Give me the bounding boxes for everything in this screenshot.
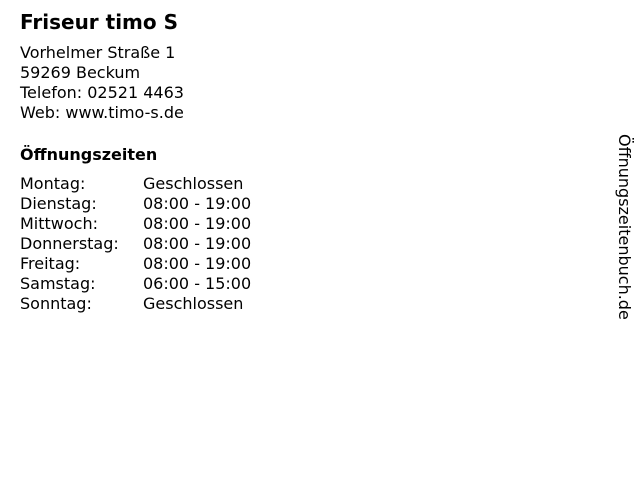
watermark: Öffnungszeitenbuch.de — [615, 134, 634, 320]
day: Montag: — [20, 174, 86, 193]
hours-row: Montag: Geschlossen — [20, 174, 320, 194]
hours-heading: Öffnungszeiten — [20, 145, 158, 164]
day: Sonntag: — [20, 294, 92, 313]
street: Vorhelmer Straße 1 — [20, 43, 176, 62]
day: Donnerstag: — [20, 234, 119, 253]
hours-table: Montag: Geschlossen Dienstag: 08:00 - 19:0… — [20, 174, 320, 314]
address-block: Vorhelmer Straße 1 59269 Beckum Telefon:… — [20, 43, 184, 123]
day: Freitag: — [20, 254, 81, 273]
hours-row: Sonntag: Geschlossen — [20, 294, 320, 314]
time: 08:00 - 19:00 — [143, 194, 252, 213]
day: Dienstag: — [20, 194, 97, 213]
hours-row: Samstag: 06:00 - 15:00 — [20, 274, 320, 294]
city: 59269 Beckum — [20, 63, 141, 82]
hours-row: Donnerstag: 08:00 - 19:00 — [20, 234, 320, 254]
time: 08:00 - 19:00 — [143, 214, 252, 233]
hours-row: Mittwoch: 08:00 - 19:00 — [20, 214, 320, 234]
phone: Telefon: 02521 4463 — [20, 83, 184, 102]
hours-row: Freitag: 08:00 - 19:00 — [20, 254, 320, 274]
time: 08:00 - 19:00 — [143, 234, 252, 253]
time: 06:00 - 15:00 — [143, 274, 252, 293]
day: Mittwoch: — [20, 214, 98, 233]
time: 08:00 - 19:00 — [143, 254, 252, 273]
business-name: Friseur timo S — [20, 10, 178, 34]
time: Geschlossen — [143, 174, 244, 193]
hours-row: Dienstag: 08:00 - 19:00 — [20, 194, 320, 214]
website: Web: www.timo-s.de — [20, 103, 184, 122]
day: Samstag: — [20, 274, 96, 293]
time: Geschlossen — [143, 294, 244, 313]
